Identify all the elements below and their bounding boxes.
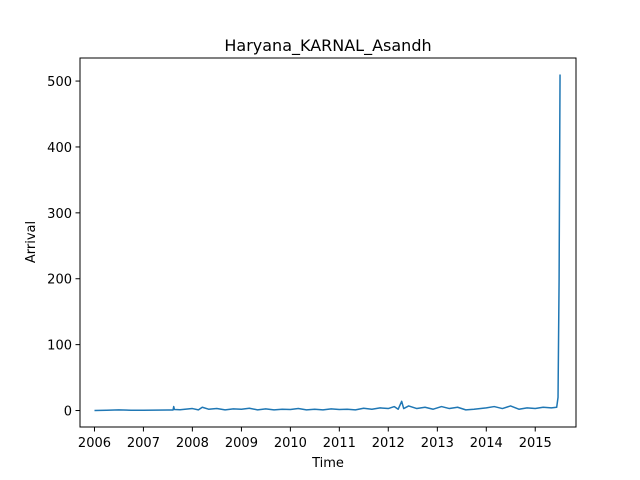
y-axis: 0 100 200 300 400 500 xyxy=(47,75,80,420)
y-tick-label: 400 xyxy=(47,141,72,156)
x-tick-label: 2014 xyxy=(470,436,503,451)
plot-frame xyxy=(79,57,577,428)
x-tick-label: 2009 xyxy=(225,436,258,451)
chart-title: Haryana_KARNAL_Asandh xyxy=(224,36,431,56)
y-tick-label: 300 xyxy=(47,207,72,222)
y-tick-label: 0 xyxy=(64,405,72,420)
x-tick-label: 2012 xyxy=(372,436,405,451)
x-axis-label: Time xyxy=(311,456,344,471)
y-tick-label: 100 xyxy=(47,339,72,354)
y-tick-label: 200 xyxy=(47,273,72,288)
x-tick-label: 2007 xyxy=(127,436,160,451)
x-axis: 2006 2007 2008 2009 2010 2011 2012 2013 2014 2015 xyxy=(78,427,552,451)
x-tick-label: 2015 xyxy=(519,436,552,451)
y-axis-label: Arrival xyxy=(24,221,39,263)
x-tick-label: 2008 xyxy=(176,436,209,451)
x-tick-label: 2011 xyxy=(323,436,356,451)
x-tick-label: 2010 xyxy=(274,436,307,451)
x-tick-label: 2006 xyxy=(78,436,111,451)
y-tick-label: 500 xyxy=(47,75,72,90)
series-line-0 xyxy=(94,74,561,412)
x-tick-label: 2013 xyxy=(421,436,454,451)
series-layer xyxy=(94,74,561,412)
